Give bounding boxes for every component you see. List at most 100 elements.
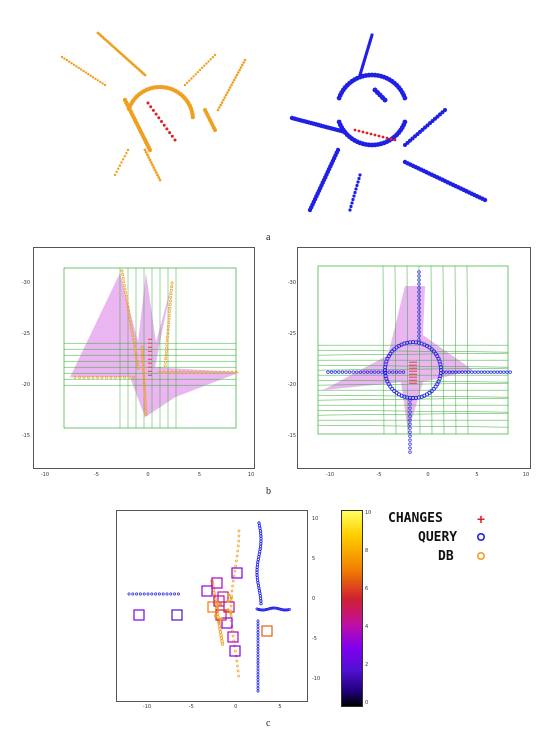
change-marker	[152, 109, 155, 112]
query-point	[480, 371, 483, 374]
change-marker	[362, 131, 365, 134]
db-point	[125, 152, 127, 154]
db-point	[235, 565, 237, 567]
legend-query-label: QUERY	[418, 530, 457, 545]
query-point	[257, 679, 259, 681]
query-point	[155, 593, 157, 595]
db-point	[219, 104, 222, 107]
db-point	[151, 164, 154, 167]
db-point	[168, 322, 170, 324]
query-point	[257, 620, 259, 622]
db-point	[73, 64, 75, 66]
change-square	[218, 592, 228, 602]
db-point	[238, 530, 240, 532]
db-point	[232, 580, 234, 582]
query-point	[177, 593, 179, 595]
query-point	[409, 443, 412, 446]
query-point	[327, 371, 330, 374]
legend-db-marker	[478, 553, 484, 559]
db-point	[203, 65, 205, 67]
db-point	[164, 365, 166, 367]
panel-b-label: b	[266, 486, 271, 497]
query-point	[341, 371, 344, 374]
db-point	[218, 625, 221, 628]
query-point	[352, 371, 355, 374]
db-point	[226, 91, 229, 94]
db-point	[236, 555, 238, 557]
db-point	[166, 336, 168, 338]
db-point	[122, 158, 124, 160]
b-left-x-tick: 5	[198, 472, 201, 478]
b-right-x-tick: 0	[426, 472, 429, 478]
query-point	[260, 543, 262, 545]
query-point	[257, 637, 259, 639]
b-right-y-tick: -25	[288, 331, 296, 337]
query-point	[258, 556, 260, 558]
db-point	[82, 70, 84, 72]
query-point	[260, 602, 262, 604]
query-point	[258, 553, 260, 555]
legend-changes-label: CHANGES	[388, 511, 443, 526]
panel-a-query-scan	[290, 33, 487, 212]
db-point	[217, 109, 220, 112]
query-point	[257, 665, 259, 667]
query-point	[257, 662, 259, 664]
db-point	[221, 643, 224, 646]
change-marker	[165, 127, 168, 130]
query-point	[383, 98, 388, 103]
db-point	[231, 590, 233, 592]
db-point	[230, 605, 232, 607]
query-point	[256, 576, 258, 578]
query-point	[257, 670, 259, 672]
query-point	[256, 563, 258, 565]
query-point	[256, 569, 258, 571]
db-point	[120, 161, 122, 163]
db-point	[119, 164, 121, 166]
query-point	[257, 640, 259, 642]
query-point	[257, 682, 259, 684]
query-point	[353, 191, 356, 194]
db-point	[244, 59, 247, 62]
db-point	[188, 80, 190, 82]
query-point	[256, 566, 258, 568]
query-point	[257, 668, 259, 670]
db-point	[210, 58, 212, 60]
query-point	[409, 447, 412, 450]
c-x-tick: 5	[278, 704, 281, 710]
query-point	[496, 371, 499, 374]
c-x-tick: -10	[143, 704, 151, 710]
query-point	[257, 648, 259, 650]
panel-c-label: c	[266, 718, 270, 729]
change-marker	[147, 102, 150, 105]
panel-c-svg	[117, 511, 307, 701]
db-point	[164, 361, 166, 363]
db-point	[221, 101, 224, 104]
query-point	[260, 600, 262, 602]
query-point	[166, 593, 168, 595]
query-point	[259, 597, 261, 599]
panel-b-right-plot	[297, 247, 531, 469]
db-point	[220, 637, 223, 640]
db-point	[104, 84, 106, 86]
query-point	[257, 690, 259, 692]
db-point	[70, 62, 72, 64]
change-marker	[155, 113, 158, 116]
db-point	[170, 293, 172, 295]
c-y-tick: 10	[312, 516, 318, 522]
db-point	[186, 82, 188, 84]
panel-b-left-plot	[33, 247, 255, 469]
occupancy-fill	[70, 273, 240, 417]
db-point	[117, 168, 119, 170]
db-point	[68, 60, 70, 62]
db-point	[234, 76, 237, 79]
b-left-y-tick: -20	[22, 382, 30, 388]
db-point	[75, 65, 77, 67]
db-point	[238, 535, 240, 537]
query-point	[409, 431, 412, 434]
query-point	[402, 96, 407, 101]
db-point	[218, 106, 221, 109]
legend-changes-marker: +	[477, 511, 485, 527]
b-right-x-tick: 10	[523, 472, 529, 478]
colorbar-tick: 4	[365, 624, 368, 630]
query-point	[490, 371, 493, 374]
